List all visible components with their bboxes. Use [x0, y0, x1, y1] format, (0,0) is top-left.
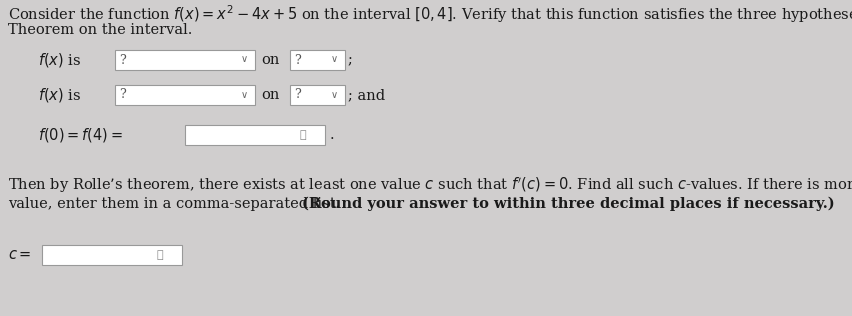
Text: ; and: ; and [348, 88, 384, 102]
Text: on: on [261, 53, 279, 67]
Text: on: on [261, 88, 279, 102]
Text: .: . [330, 128, 334, 142]
Text: $f(0) = f(4) =$: $f(0) = f(4) =$ [38, 126, 123, 144]
Text: $f(x)$ is: $f(x)$ is [38, 86, 81, 104]
Text: value, enter them in a comma-separated list.: value, enter them in a comma-separated l… [8, 197, 344, 211]
FancyBboxPatch shape [115, 85, 255, 105]
Text: ∨: ∨ [241, 56, 248, 64]
Text: ∨: ∨ [331, 90, 337, 100]
Text: ✎: ✎ [300, 130, 306, 140]
Text: ?: ? [119, 88, 125, 101]
Text: ∨: ∨ [331, 56, 337, 64]
Text: ∨: ∨ [241, 90, 248, 100]
Text: Consider the function $f(x) = x^2 - 4x + 5$ on the interval $[0, 4]$. Verify tha: Consider the function $f(x) = x^2 - 4x +… [8, 3, 852, 25]
FancyBboxPatch shape [185, 125, 325, 145]
Text: $f(x)$ is: $f(x)$ is [38, 51, 81, 69]
Text: ?: ? [294, 53, 301, 66]
FancyBboxPatch shape [290, 85, 344, 105]
Text: Then by Rolle’s theorem, there exists at least one value $c$ such that $f'(c) = : Then by Rolle’s theorem, there exists at… [8, 175, 852, 195]
FancyBboxPatch shape [115, 50, 255, 70]
Text: Theorem on the interval.: Theorem on the interval. [8, 23, 193, 37]
FancyBboxPatch shape [42, 245, 181, 265]
FancyBboxPatch shape [290, 50, 344, 70]
Text: ?: ? [294, 88, 301, 101]
Text: ✎: ✎ [157, 250, 164, 260]
Text: ;: ; [348, 53, 353, 67]
Text: $c =$: $c =$ [8, 248, 32, 262]
Text: ?: ? [119, 53, 125, 66]
Text: (Round your answer to within three decimal places if necessary.): (Round your answer to within three decim… [302, 197, 833, 211]
